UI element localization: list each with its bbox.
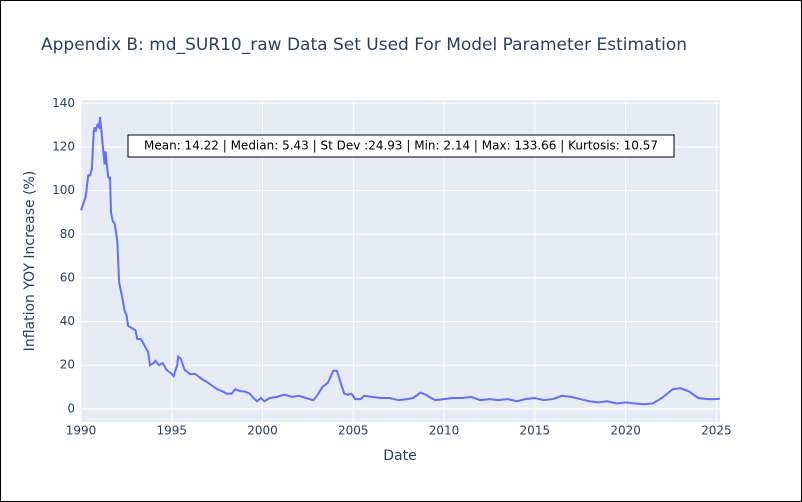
y-tick-label: 100: [52, 183, 75, 197]
x-tick-label: 1990: [66, 424, 97, 438]
y-tick-label: 0: [67, 401, 75, 415]
y-tick-label: 140: [52, 96, 75, 110]
x-tick-label: 2025: [701, 424, 732, 438]
x-tick-label: 2010: [429, 424, 460, 438]
x-tick-label: 1995: [156, 424, 187, 438]
y-tick-label: 80: [60, 227, 75, 241]
x-tick-label: 2020: [610, 424, 641, 438]
y-tick-label: 40: [60, 314, 75, 328]
chart-title: Appendix B: md_SUR10_raw Data Set Used F…: [41, 35, 687, 55]
x-tick-label: 2015: [520, 424, 551, 438]
y-tick-label: 120: [52, 139, 75, 153]
annotation-box: [127, 134, 675, 158]
data-line: [80, 117, 721, 406]
x-axis-title: Date: [383, 448, 416, 464]
y-axis-title: Inflation YOY Increase (%): [22, 171, 38, 352]
annotation: Mean: 14.22 | Median: 5.43 | St Dev :24.…: [144, 139, 658, 153]
y-tick-label: 20: [60, 358, 75, 372]
x-tick-label: 2000: [247, 424, 278, 438]
y-tick-label: 60: [60, 270, 75, 284]
x-tick-label: 2005: [338, 424, 369, 438]
